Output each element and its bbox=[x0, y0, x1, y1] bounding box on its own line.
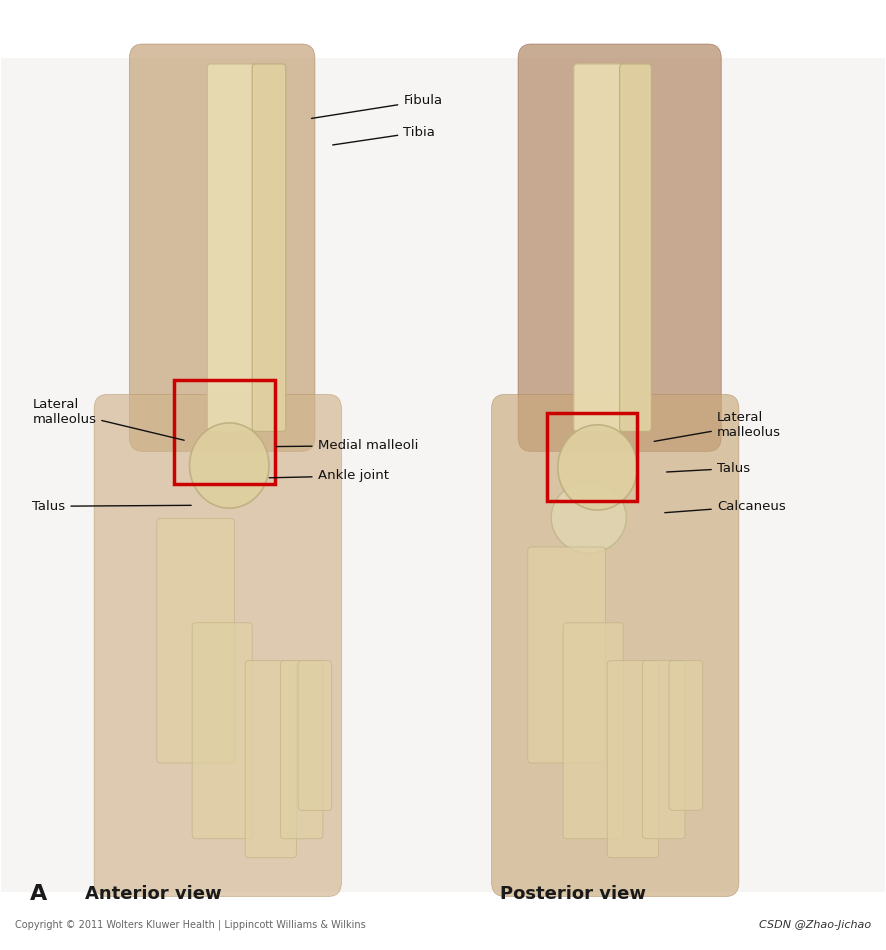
FancyBboxPatch shape bbox=[192, 623, 253, 839]
FancyBboxPatch shape bbox=[528, 547, 605, 763]
Text: Copyright © 2011 Wolters Kluwer Health | Lippincott Williams & Wilkins: Copyright © 2011 Wolters Kluwer Health |… bbox=[15, 920, 365, 930]
Text: Fibula: Fibula bbox=[312, 94, 442, 119]
Bar bbox=[2, 58, 884, 892]
Ellipse shape bbox=[190, 423, 269, 508]
Bar bbox=[548, 413, 637, 501]
FancyBboxPatch shape bbox=[129, 44, 315, 451]
FancyBboxPatch shape bbox=[563, 623, 623, 839]
Text: Talus: Talus bbox=[32, 500, 191, 513]
Text: CSDN @Zhao-Jichao: CSDN @Zhao-Jichao bbox=[759, 920, 871, 930]
FancyBboxPatch shape bbox=[281, 660, 323, 839]
Text: Lateral
malleolus: Lateral malleolus bbox=[654, 410, 781, 442]
Text: Tibia: Tibia bbox=[333, 125, 435, 145]
FancyBboxPatch shape bbox=[607, 660, 658, 858]
Text: Talus: Talus bbox=[666, 462, 750, 475]
FancyBboxPatch shape bbox=[669, 660, 703, 810]
FancyBboxPatch shape bbox=[207, 64, 257, 431]
FancyBboxPatch shape bbox=[94, 394, 341, 897]
Text: Posterior view: Posterior view bbox=[501, 884, 647, 902]
FancyBboxPatch shape bbox=[253, 64, 286, 431]
Bar bbox=[174, 380, 276, 484]
Text: Medial malleoli: Medial malleoli bbox=[276, 439, 418, 452]
Text: A: A bbox=[29, 884, 47, 903]
FancyBboxPatch shape bbox=[518, 44, 721, 451]
FancyBboxPatch shape bbox=[642, 660, 685, 839]
FancyBboxPatch shape bbox=[299, 660, 331, 810]
Text: Lateral
malleolus: Lateral malleolus bbox=[32, 397, 184, 440]
FancyBboxPatch shape bbox=[245, 660, 297, 858]
FancyBboxPatch shape bbox=[157, 519, 235, 763]
Text: Anterior view: Anterior view bbox=[85, 884, 222, 902]
Ellipse shape bbox=[558, 425, 637, 510]
FancyBboxPatch shape bbox=[619, 64, 651, 431]
FancyBboxPatch shape bbox=[492, 394, 739, 897]
Text: Ankle joint: Ankle joint bbox=[269, 469, 389, 483]
Text: Calcaneus: Calcaneus bbox=[664, 500, 786, 513]
FancyBboxPatch shape bbox=[574, 64, 623, 431]
Ellipse shape bbox=[551, 482, 626, 553]
